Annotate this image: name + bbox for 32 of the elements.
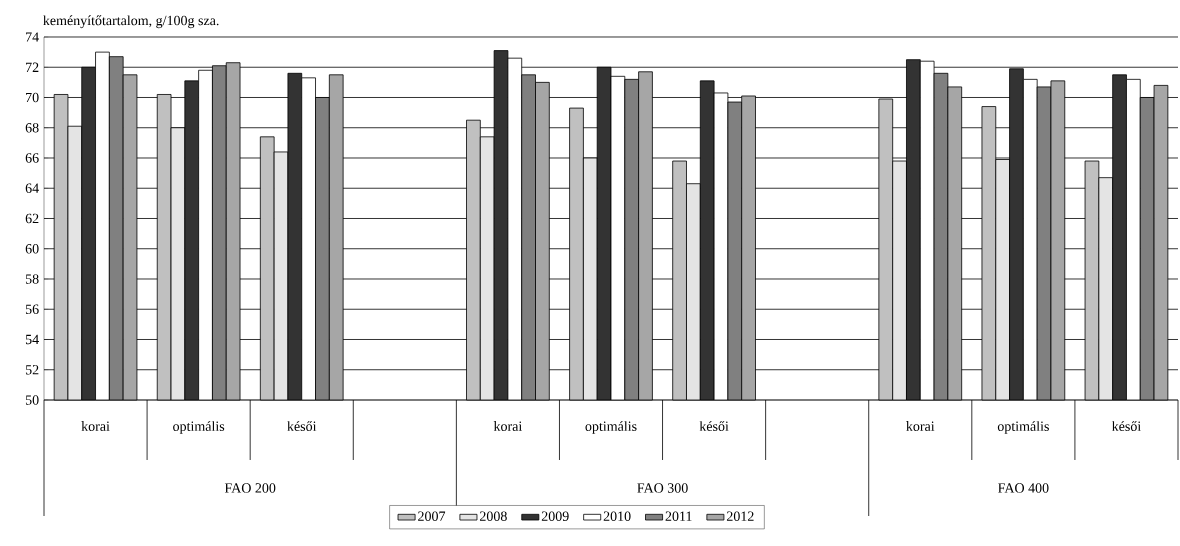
legend-label: 2009 xyxy=(541,511,569,521)
y-tick-label: 74 xyxy=(26,32,39,42)
x-tick-label: optimális xyxy=(585,421,637,434)
x-tick-label: optimális xyxy=(997,421,1049,434)
x-tick-label: késői xyxy=(287,421,317,432)
legend-label: 2008 xyxy=(479,511,507,521)
text: FAO 300 xyxy=(637,483,688,493)
y-tick-label: 56 xyxy=(25,304,39,314)
legend-label: 2011 xyxy=(665,511,692,521)
y-tick-label: 50 xyxy=(25,395,39,405)
x-tick-label: optimális xyxy=(173,421,225,434)
y-tick-label: 60 xyxy=(25,244,39,254)
x-tick-label: késői xyxy=(699,421,729,432)
y-tick-label: 64 xyxy=(25,183,39,193)
text: FAO 200 xyxy=(224,483,276,493)
y-tick-label: 72 xyxy=(26,62,39,72)
x-tick-label: késői xyxy=(1111,421,1141,432)
x-tick-label: korai xyxy=(81,421,110,431)
x-tick-label: korai xyxy=(906,421,935,431)
y-tick-label: 62 xyxy=(25,213,39,224)
y-tick-label: 68 xyxy=(25,123,39,133)
y-axis-title: keményítőtartalom, g/100g sza. xyxy=(43,15,219,29)
legend-label: 2012 xyxy=(726,511,754,521)
y-tick-label: 58 xyxy=(25,274,39,284)
y-tick-label: 52 xyxy=(25,365,39,375)
y-tick-label: 70 xyxy=(26,92,39,103)
x-tick-label: korai xyxy=(493,421,523,431)
text: FAO 400 xyxy=(998,483,1049,493)
legend-label: 2010 xyxy=(603,511,631,521)
y-tick-label: 54 xyxy=(25,334,39,345)
y-tick-label: 66 xyxy=(25,153,39,163)
legend-label: 2007 xyxy=(418,511,446,521)
